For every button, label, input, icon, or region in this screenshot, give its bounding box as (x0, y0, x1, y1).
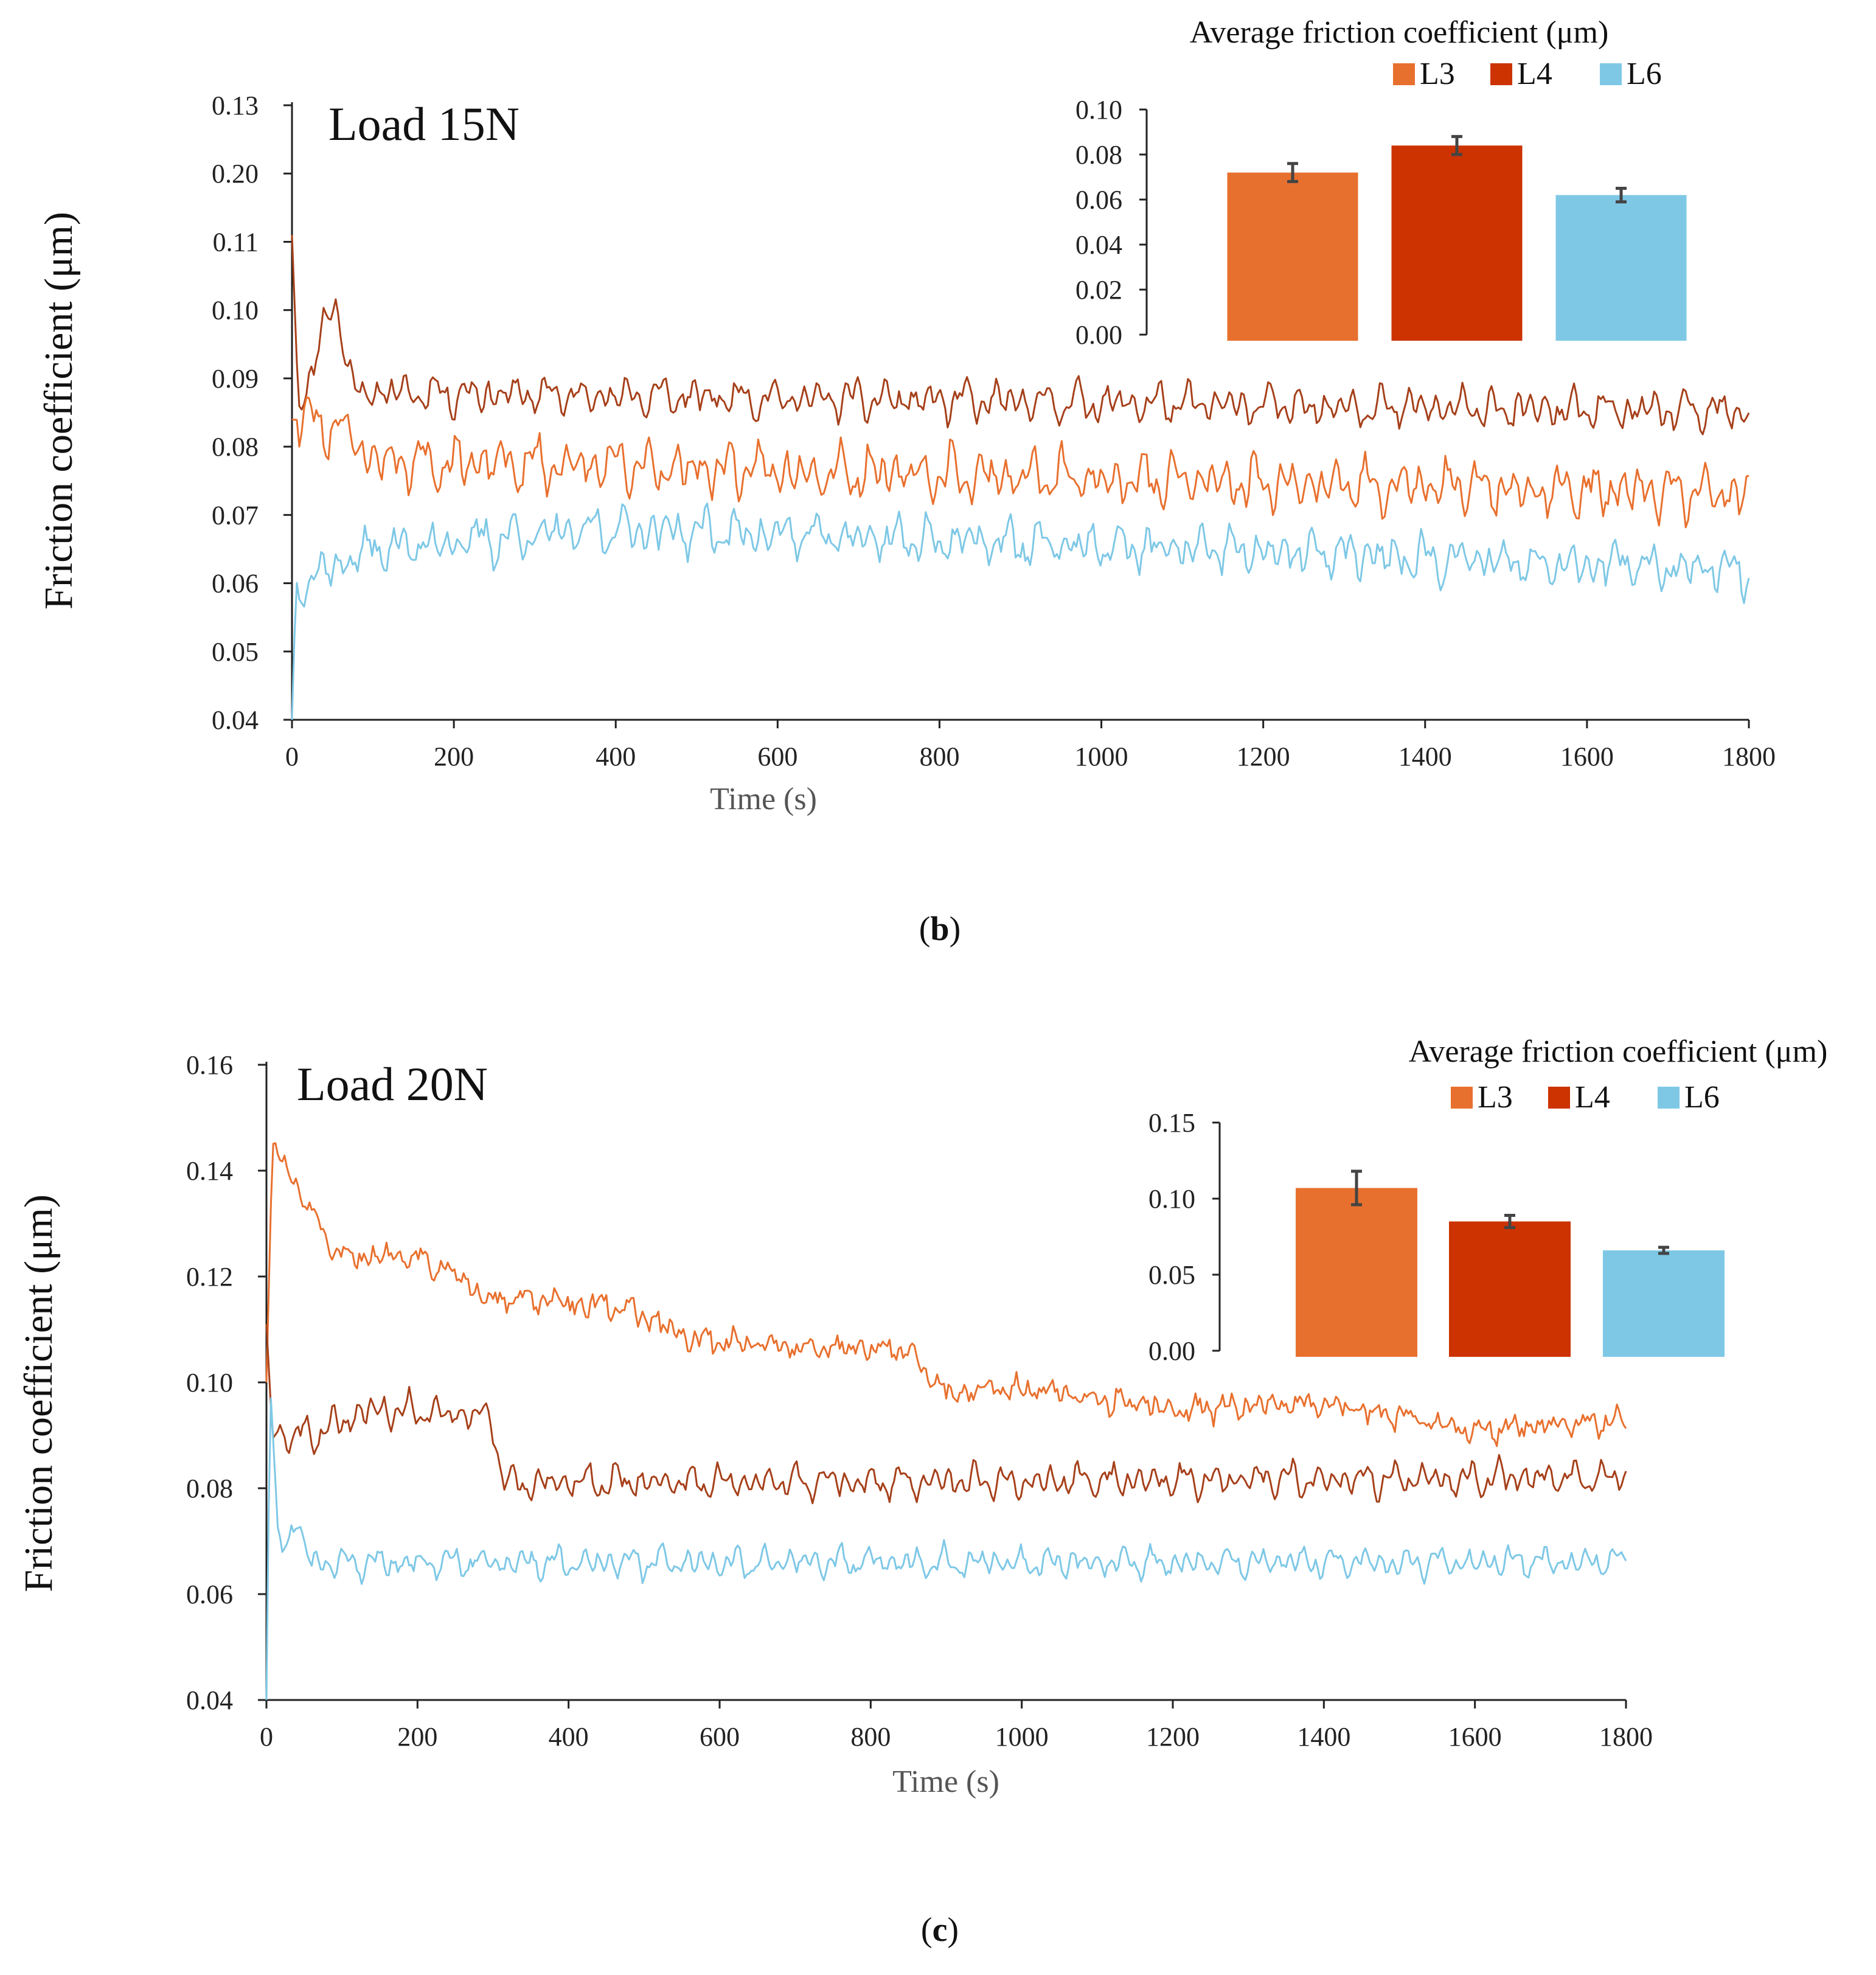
inset-y-tick-label: 0.00 (1075, 320, 1122, 350)
inset-y-tick-label: 0.04 (1075, 230, 1122, 260)
y-tick-label: 0.09 (212, 364, 259, 394)
inset-y-tick-label: 0.15 (1148, 1108, 1195, 1138)
y-tick-label: 0.08 (212, 432, 259, 462)
series-line-l6 (291, 503, 1750, 720)
y-tick-label: 0.06 (212, 569, 259, 599)
panel-c-inset-bar-chart: Average friction coefficient (μm) 0.00 0.… (1148, 1034, 1827, 1366)
legend-swatch-l3 (1393, 63, 1415, 85)
y-tick-label: 0.04 (212, 705, 259, 735)
inset-y-tick-label: 0.08 (1075, 140, 1122, 170)
panel-c-x-axis-title: Time (s) (892, 1764, 999, 1799)
inset-y-tick-label: 0.10 (1148, 1184, 1195, 1214)
x-tick-label: 1000 (995, 1722, 1049, 1752)
x-tick-label: 1600 (1448, 1722, 1502, 1752)
x-tick-label: 1000 (1075, 742, 1128, 772)
inset-bar-l6 (1603, 1250, 1725, 1357)
x-tick-label: 1800 (1722, 742, 1776, 772)
x-tick-label: 0 (285, 742, 299, 772)
inset-bar-l3 (1296, 1188, 1417, 1357)
y-tick-label: 0.08 (186, 1474, 233, 1503)
x-tick-label: 600 (757, 742, 797, 772)
panel-b-x-axis-title: Time (s) (710, 782, 817, 817)
inset-y-tick-label: 0.02 (1075, 275, 1122, 305)
panel-c-caption-letter: c (933, 1911, 948, 1949)
y-tick-label: 0.13 (212, 91, 259, 120)
legend-label-l6: L6 (1627, 57, 1662, 91)
y-tick-label: 0.10 (212, 296, 259, 326)
x-tick-label: 800 (850, 1722, 891, 1752)
x-tick-label: 1200 (1237, 742, 1290, 772)
x-tick-label: 0 (260, 1722, 273, 1752)
legend-label-l4: L4 (1575, 1080, 1610, 1115)
inset-error-bar-l4 (1504, 1214, 1515, 1229)
y-tick-label: 0.06 (186, 1580, 233, 1609)
legend-label-l6: L6 (1684, 1080, 1720, 1115)
panel-c-caption: (c) (921, 1911, 959, 1949)
x-tick-label: 1200 (1146, 1722, 1200, 1752)
inset-y-tick-label: 0.00 (1148, 1336, 1195, 1366)
legend-label-l3: L3 (1420, 57, 1455, 91)
series-line-l3 (265, 1142, 1627, 1447)
x-tick-label: 1400 (1297, 1722, 1350, 1752)
inset-y-tick-label: 0.05 (1148, 1260, 1195, 1290)
inset-error-bar-l3 (1351, 1169, 1362, 1207)
y-tick-label: 0.11 (213, 227, 259, 257)
x-tick-label: 400 (549, 1722, 589, 1752)
inset-error-bar-l6 (1658, 1245, 1669, 1255)
inset-bar-l4 (1391, 145, 1523, 341)
y-tick-label: 0.12 (186, 1262, 233, 1292)
panel-b-line-plot: 0.04 0.05 0.06 0.07 0.08 0.09 0.10 0.11 0.20 0.13… (212, 91, 1776, 772)
inset-error-bar-l3 (1287, 162, 1298, 183)
x-tick-label: 1800 (1599, 1722, 1653, 1752)
panel-b-y-axis-title: Friction coefficient (μm) (36, 212, 81, 610)
y-tick-label: 0.14 (186, 1156, 233, 1186)
series-line-l4 (291, 235, 1750, 436)
y-tick-label: 0.05 (212, 637, 259, 667)
legend-swatch-l3 (1451, 1087, 1473, 1109)
legend-label-l4: L4 (1517, 57, 1552, 91)
y-tick-label: 0.07 (212, 500, 259, 530)
x-tick-label: 200 (434, 742, 474, 772)
panel-b-caption: (b) (919, 910, 961, 948)
panel-c-y-axis-title: Friction coefficient (μm) (16, 1194, 61, 1592)
panel-b-inset-title: Average friction coefficient (μm) (1190, 15, 1609, 50)
legend-swatch-l4 (1490, 63, 1512, 85)
inset-error-bar-l4 (1451, 134, 1462, 156)
inset-y-tick-label: 0.06 (1075, 185, 1122, 215)
x-tick-label: 1600 (1560, 742, 1614, 772)
legend-swatch-l6 (1658, 1087, 1680, 1109)
y-tick-label: 0.20 (212, 159, 259, 189)
x-tick-label: 200 (397, 1722, 437, 1752)
inset-y-tick-label: 0.10 (1075, 95, 1122, 125)
panel-b-inset-bar-chart: Average friction coefficient (μm) 0.00 0.… (1075, 15, 1687, 350)
legend-swatch-l4 (1548, 1087, 1570, 1109)
panel-c-load-label: Load 20N (297, 1057, 488, 1110)
legend-swatch-l6 (1600, 63, 1622, 85)
inset-bar-l6 (1555, 195, 1687, 341)
panel-c-inset-title: Average friction coefficient (μm) (1409, 1034, 1828, 1069)
x-tick-label: 800 (919, 742, 959, 772)
panel-b-caption-letter: b (930, 910, 949, 948)
legend-label-l3: L3 (1478, 1080, 1513, 1115)
inset-error-bar-l6 (1616, 187, 1627, 204)
panel-c-line-plot: 0.04 0.06 0.08 0.10 0.12 0.14 0.16 0 200 400 600 80… (186, 1050, 1653, 1752)
y-tick-label: 0.04 (186, 1685, 233, 1715)
series-line-l6 (265, 1397, 1627, 1701)
y-tick-label: 0.16 (186, 1050, 233, 1080)
panel-b-load-15n: Friction coefficient (μm) Time (s) Load … (36, 15, 1776, 948)
x-tick-label: 1400 (1398, 742, 1452, 772)
x-tick-label: 600 (700, 1722, 740, 1752)
panel-c-load-20n: Friction coefficient (μm) Time (s) Load … (16, 1034, 1827, 1949)
series-line-l4 (265, 1324, 1627, 1505)
x-tick-label: 400 (596, 742, 636, 772)
inset-bar-l3 (1227, 172, 1358, 341)
y-tick-label: 0.10 (186, 1368, 233, 1398)
series-line-l3 (291, 396, 1749, 529)
panel-b-load-label: Load 15N (328, 97, 519, 150)
inset-bar-l4 (1449, 1221, 1571, 1357)
